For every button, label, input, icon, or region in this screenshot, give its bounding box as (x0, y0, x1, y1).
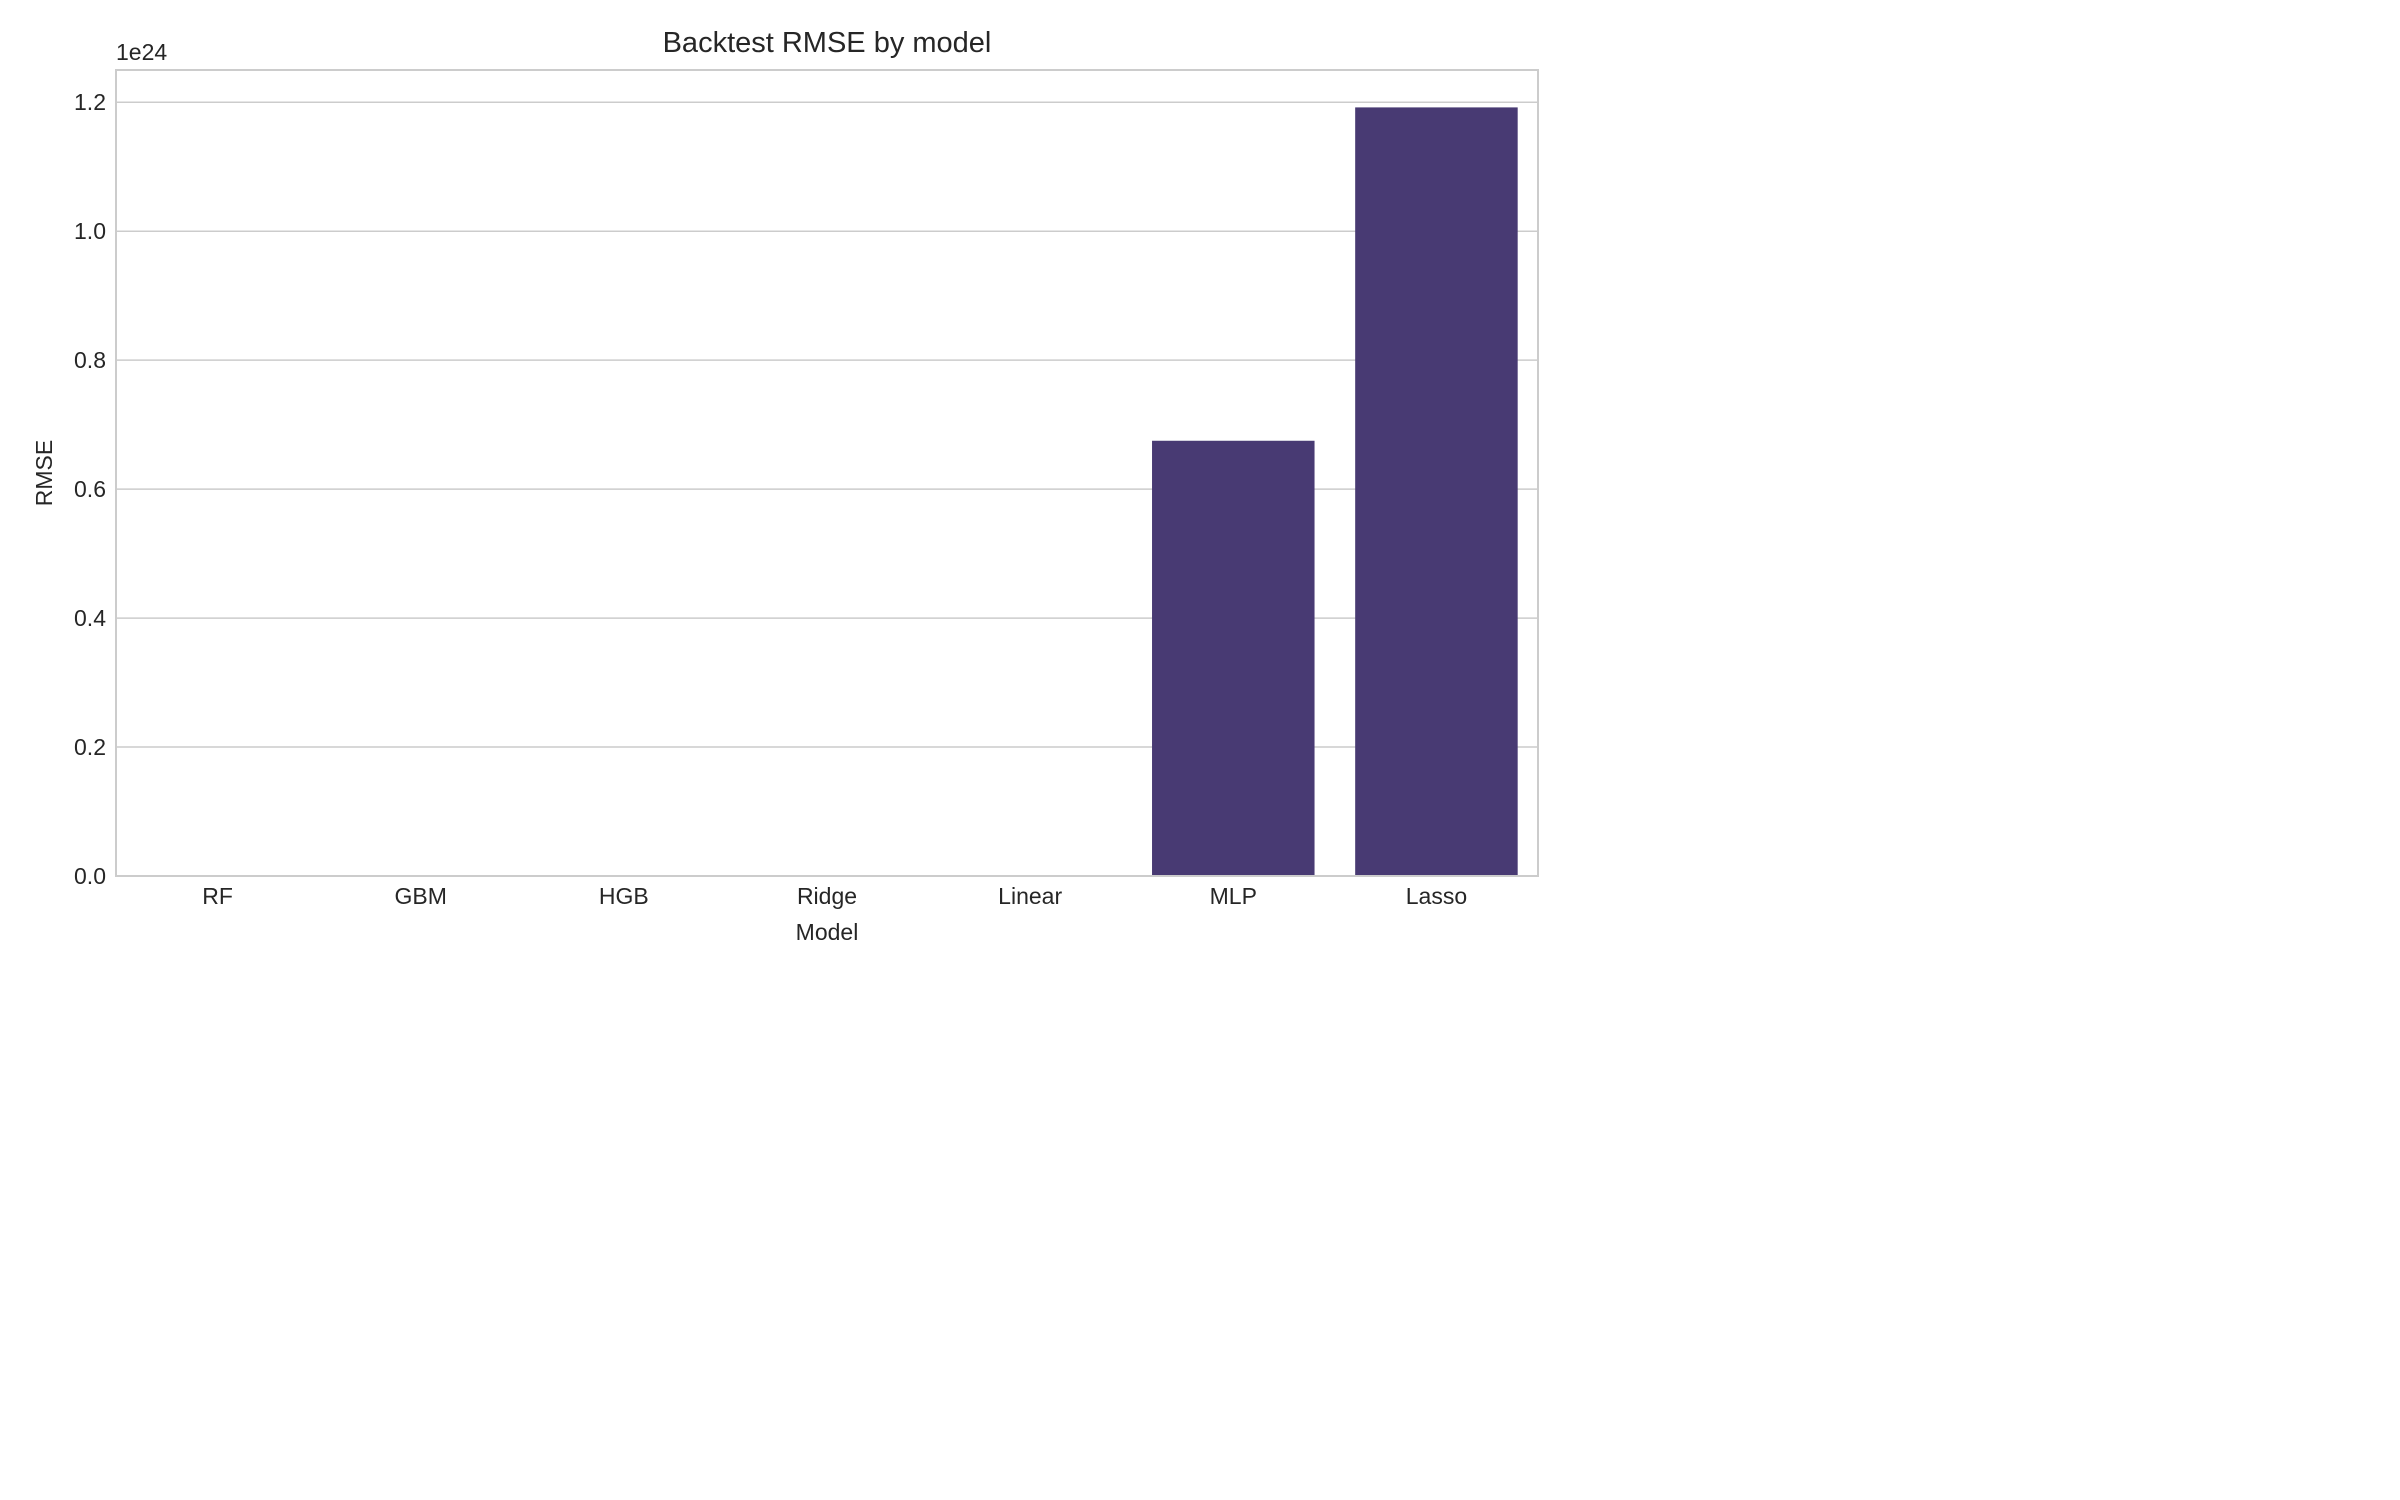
x-tick-label: Linear (998, 883, 1062, 909)
y-tick-label: 1.0 (74, 218, 106, 244)
chart-title: Backtest RMSE by model (663, 27, 992, 59)
y-tick-label: 0.8 (74, 347, 106, 373)
x-tick-labels: RF GBM HGB Ridge Linear MLP Lasso (202, 883, 1467, 909)
y-tick-label: 1.2 (74, 89, 106, 115)
x-tick-label: Lasso (1406, 883, 1467, 909)
grid-lines (116, 101, 1538, 877)
chart-canvas: 0.0 0.2 0.4 0.6 0.8 1.0 1.2 RF GBM HGB Ridge Linea… (31, 27, 1539, 945)
plot-frame (115, 69, 1539, 877)
x-axis-label: Model (796, 919, 859, 945)
x-tick-label: RF (202, 883, 233, 909)
bar-chart: 0.0 0.2 0.4 0.6 0.8 1.0 1.2 RF GBM HGB Ridge Linea… (0, 0, 1566, 978)
x-tick-label: MLP (1210, 883, 1257, 909)
y-axis-label: RMSE (31, 440, 57, 506)
y-tick-label: 0.6 (74, 476, 106, 502)
y-tick-labels: 0.0 0.2 0.4 0.6 0.8 1.0 1.2 (74, 89, 106, 889)
bars (1152, 107, 1518, 877)
y-offset-text: 1e24 (116, 39, 167, 65)
y-tick-label: 0.2 (74, 734, 106, 760)
bar-mlp (1152, 440, 1315, 876)
x-tick-label: HGB (599, 883, 649, 909)
y-tick-label: 0.0 (74, 863, 106, 889)
y-tick-label: 0.4 (74, 605, 106, 631)
x-tick-label: GBM (395, 883, 447, 909)
bar-lasso (1355, 107, 1518, 877)
x-tick-label: Ridge (797, 883, 857, 909)
